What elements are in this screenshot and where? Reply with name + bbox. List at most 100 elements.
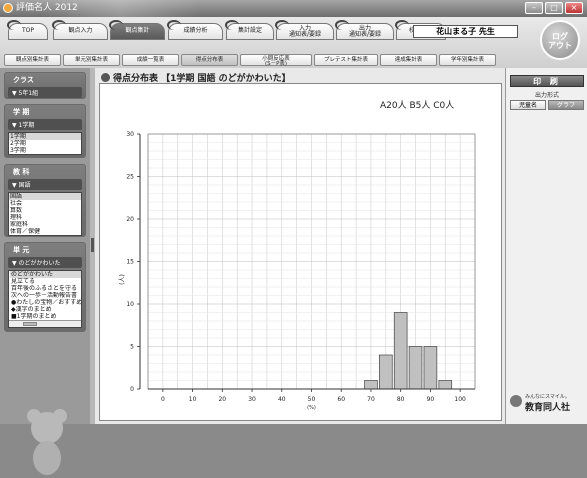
subject-selector[interactable]: ▼ 国語 — [8, 179, 82, 190]
sidebar-splitter[interactable] — [90, 68, 95, 424]
list-item[interactable]: 3学期 — [10, 147, 26, 154]
list-item[interactable]: ◆漢字のまとめ — [11, 306, 52, 313]
list-item[interactable]: 百年後のふるさとを守る — [11, 285, 78, 292]
unit-selector[interactable]: ▼ のどがかわいた — [8, 257, 82, 268]
subject-panel: 教 科 ▼ 国語 国語 社会 算数 理科 家庭科 体育／保健 — [4, 164, 86, 237]
term-panel: 学 期 ▼ 1学期 1学期 2学期 3学期 — [4, 104, 86, 158]
list-item[interactable]: 次への一歩－活動報告書 — [11, 292, 78, 299]
close-button[interactable]: × — [565, 2, 583, 14]
format-option-graph[interactable]: グラフ — [548, 100, 584, 110]
window-title: 評価名人 2012 — [16, 3, 78, 13]
main-tab-label: 観点入力 — [68, 27, 93, 34]
y-tick-label: 30 — [126, 131, 134, 138]
main-tab-2[interactable]: 観点集計 — [109, 20, 165, 40]
format-option-student-name[interactable]: 児童名 — [510, 100, 546, 110]
tab-ornament — [225, 20, 239, 30]
x-tick-label: 40 — [278, 396, 286, 403]
subject-selected: 国語 — [18, 182, 31, 189]
main-tab-5[interactable]: 入力 通知表/要録 — [275, 20, 334, 40]
list-item[interactable]: 体育／保健 — [10, 228, 41, 235]
list-item[interactable]: のどがかわいた — [10, 271, 81, 278]
main-tab-label: 観点集計 — [125, 27, 150, 34]
sub-tab-3[interactable]: 得点分布表 — [181, 54, 238, 66]
sub-tab-5[interactable]: プレテスト集計表 — [314, 54, 378, 66]
x-tick-label: 90 — [427, 396, 435, 403]
term-selected: 1学期 — [18, 122, 35, 129]
main-tab-6[interactable]: 出力 通知表/要録 — [335, 20, 394, 40]
score-distribution-chart: 0 5 10 15 20 25 30 0 10 20 30 40 50 60 70 80 90 100 (%) (人)… — [119, 100, 476, 411]
term-selector[interactable]: ▼ 1学期 — [8, 119, 82, 130]
toolbar: TOP観点入力観点集計成績分析集計設定入力通知表/要録出力通知表/要録校務支援 … — [0, 17, 587, 68]
list-item[interactable]: 算数 — [10, 207, 23, 214]
main-tab-label: 出力 通知表/要録 — [348, 25, 382, 38]
main-tab-label: 集計設定 — [237, 27, 262, 34]
list-item[interactable]: ●わたしの宝物／おすすめ — [11, 299, 81, 306]
tab-ornament — [109, 20, 123, 30]
tab-ornament — [335, 20, 349, 30]
content-area: 得点分布表 【1学期 国語 のどがかわいた】 0 5 10 15 20 25 30 0 10 20… — [95, 68, 505, 424]
sub-tab-4[interactable]: 小問反応表 (S－P表) — [240, 54, 312, 67]
list-item[interactable]: 社会 — [10, 200, 23, 207]
list-item[interactable]: 見立てる — [11, 278, 36, 285]
chart-legend-text: A20人 B5人 C0人 — [380, 100, 454, 111]
titlebar-decoration — [40, 0, 200, 17]
unit-list[interactable]: のどがかわいた 見立てる 百年後のふるさとを守る 次への一歩－活動報告書 ●わたしの宝物… — [9, 271, 81, 320]
main-tab-label: TOP — [21, 27, 34, 34]
y-tick-label: 5 — [130, 344, 134, 351]
unit-list-box: のどがかわいた 見立てる 百年後のふるさとを守る 次への一歩－活動報告書 ●わたしの宝物… — [8, 270, 82, 328]
bar — [379, 354, 393, 390]
publisher-logo-icon — [510, 395, 522, 407]
print-button[interactable]: 印 刷 — [510, 75, 584, 87]
x-tick-label: 30 — [248, 396, 256, 403]
x-tick-label: 20 — [218, 396, 226, 403]
list-item[interactable]: ■1学期のまとめ — [11, 313, 57, 320]
scroll-thumb[interactable] — [23, 322, 37, 326]
y-tick-label: 20 — [126, 216, 134, 223]
unit-list-scrollbar[interactable] — [9, 320, 81, 327]
tab-ornament — [7, 20, 21, 30]
main-tab-label: 入力 通知表/要録 — [288, 25, 322, 38]
sub-tab-2[interactable]: 成績一覧表 — [122, 54, 179, 66]
main-tab-label: 成績分析 — [183, 27, 208, 34]
tab-ornament — [395, 20, 409, 30]
sub-tab-7[interactable]: 学年別集計表 — [439, 54, 496, 66]
main-tab-3[interactable]: 成績分析 — [167, 20, 223, 40]
class-selected: 5年1組 — [18, 90, 39, 97]
bar — [364, 380, 378, 390]
publisher-name: 教育同人社 — [525, 403, 571, 413]
content-title: 得点分布表 【1学期 国語 のどがかわいた】 — [101, 71, 291, 84]
logout-button[interactable]: ログ アウト — [540, 20, 580, 60]
subject-list[interactable]: 国語 社会 算数 理科 家庭科 体育／保健 — [8, 192, 82, 236]
y-tick-label: 15 — [126, 259, 134, 266]
right-panel: 印 刷 出力形式 児童名 グラフ みんなにスマイル。 教育同人社 — [505, 68, 587, 424]
class-panel: クラス ▼ 5年1組 — [4, 72, 86, 99]
main-tab-1[interactable]: 観点入力 — [52, 20, 108, 40]
list-item[interactable]: 1学期 — [9, 133, 81, 140]
logout-label: ログ アウト — [548, 32, 572, 50]
term-list[interactable]: 1学期 2学期 3学期 — [8, 132, 82, 155]
list-item[interactable]: 家庭科 — [10, 221, 29, 228]
x-tick-label: 10 — [189, 396, 197, 403]
y-tick-label: 10 — [126, 301, 134, 308]
teacher-name: 花山まる子 先生 — [413, 25, 518, 38]
main-tab-4[interactable]: 集計設定 — [225, 20, 274, 40]
chart-panel: 0 5 10 15 20 25 30 0 10 20 30 40 50 60 70 80 90 100 (%) (人)… — [99, 83, 502, 421]
maximize-button[interactable]: □ — [545, 2, 563, 14]
bar — [438, 380, 453, 390]
list-item[interactable]: 国語 — [9, 193, 81, 200]
unit-panel: 単 元 ▼ のどがかわいた のどがかわいた 見立てる 百年後のふるさとを守る 次への一… — [4, 242, 86, 332]
bar — [408, 346, 423, 390]
unit-heading: 単 元 — [13, 246, 30, 254]
term-heading: 学 期 — [13, 108, 30, 116]
class-selector[interactable]: ▼ 5年1組 — [8, 87, 82, 98]
content-title-text: 得点分布表 【1学期 国語 のどがかわいた】 — [113, 74, 291, 84]
sub-tab-0[interactable]: 観点別集計表 — [4, 54, 61, 66]
main-tab-0[interactable]: TOP — [7, 20, 48, 40]
y-axis-label: (人) — [119, 274, 126, 285]
sub-tab-6[interactable]: 達成集計表 — [380, 54, 437, 66]
list-item[interactable]: 理科 — [10, 214, 23, 221]
unit-selected: のどがかわいた — [18, 260, 61, 267]
minimize-button[interactable]: – — [525, 2, 543, 14]
list-item[interactable]: 2学期 — [10, 140, 26, 147]
sub-tab-1[interactable]: 単元別集計表 — [63, 54, 120, 66]
